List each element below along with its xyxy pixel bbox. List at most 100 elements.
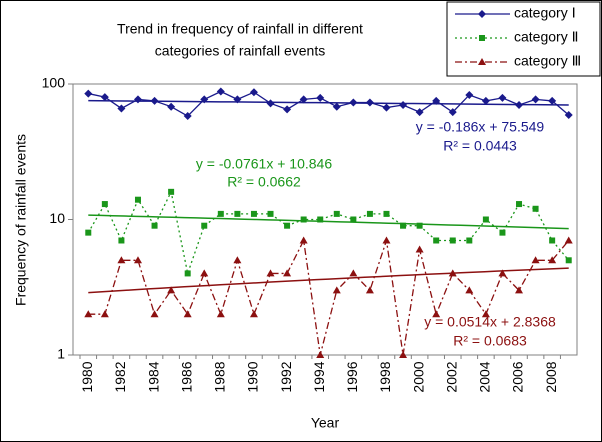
data-point: [316, 351, 325, 358]
data-point: [250, 210, 257, 217]
data-point: [332, 102, 341, 111]
y-tick-label: 1: [57, 346, 65, 362]
data-point: [167, 286, 176, 294]
trendline: [88, 267, 569, 294]
data-point: [482, 216, 489, 223]
data-point: [548, 96, 557, 105]
data-point: [382, 103, 391, 112]
data-point: [383, 210, 390, 217]
data-point: [84, 89, 93, 98]
data-point: [564, 236, 573, 244]
data-point: [531, 95, 540, 104]
data-point: [515, 286, 524, 294]
x-tick-label: 1988: [212, 361, 228, 392]
data-point: [101, 201, 108, 208]
data-point: [168, 188, 175, 195]
data-point: [465, 90, 474, 99]
data-point: [564, 111, 573, 120]
data-point: [415, 245, 424, 253]
data-point: [233, 256, 242, 264]
data-point: [183, 112, 192, 121]
data-point: [283, 105, 292, 114]
data-point: [117, 256, 126, 264]
data-point: [449, 237, 456, 244]
data-point: [478, 58, 486, 65]
data-point: [565, 257, 572, 264]
data-point: [150, 310, 159, 318]
data-point: [448, 269, 457, 277]
data-point: [465, 286, 474, 294]
data-point: [549, 237, 556, 244]
trend-equation: y = 0.0514x + 2.8368: [424, 314, 556, 330]
data-point: [234, 210, 241, 217]
data-point: [548, 256, 557, 264]
series-line: [87, 189, 570, 276]
data-point: [531, 256, 540, 264]
data-point: [499, 229, 506, 236]
data-point: [399, 351, 408, 358]
data-point: [478, 10, 486, 18]
data-point: [100, 93, 109, 102]
data-point: [100, 310, 109, 318]
data-point: [151, 222, 158, 229]
data-point: [150, 96, 159, 105]
data-point: [448, 108, 457, 117]
data-point: [216, 310, 225, 318]
data-point: [266, 99, 275, 108]
data-point: [201, 222, 208, 229]
data-point: [85, 229, 92, 236]
x-tick-label: 1986: [178, 361, 194, 392]
data-point: [299, 95, 308, 104]
data-point: [516, 201, 523, 208]
data-point: [382, 236, 391, 244]
chart-title: categories of rainfall events: [155, 43, 325, 59]
data-point: [366, 210, 373, 217]
legend-label: category Ⅰ: [514, 5, 576, 21]
data-point: [350, 216, 357, 223]
data-point: [283, 269, 292, 277]
data-point: [183, 310, 192, 318]
data-point: [479, 35, 485, 41]
series-line: [88, 238, 570, 356]
data-point: [134, 196, 141, 203]
x-tick-label: 1998: [377, 361, 393, 392]
x-tick-label: 1994: [311, 361, 327, 392]
data-point: [349, 269, 358, 277]
legend-label: category Ⅲ: [514, 53, 581, 69]
data-point: [481, 310, 490, 318]
trend-r-squared: R² = 0.0662: [227, 174, 301, 190]
data-point: [349, 98, 358, 107]
data-point: [299, 236, 308, 244]
data-point: [249, 88, 258, 97]
x-axis-label: Year: [311, 415, 340, 431]
y-tick-label: 10: [49, 210, 65, 226]
x-tick-label: 1984: [145, 361, 161, 392]
data-point: [133, 95, 142, 104]
x-tick-label: 2004: [477, 361, 493, 392]
x-tick-label: 2008: [543, 361, 559, 392]
data-point: [433, 237, 440, 244]
data-point: [432, 96, 441, 105]
data-point: [200, 269, 209, 277]
data-point: [415, 108, 424, 117]
x-tick-label: 1980: [79, 361, 95, 392]
data-point: [266, 269, 275, 277]
data-point: [498, 93, 507, 102]
y-tick-label: 100: [42, 75, 66, 91]
x-tick-label: 2006: [510, 361, 526, 392]
data-point: [498, 269, 507, 277]
data-point: [84, 310, 93, 318]
x-tick-label: 1992: [278, 361, 294, 392]
data-point: [267, 210, 274, 217]
data-point: [481, 96, 490, 105]
data-point: [365, 98, 374, 107]
data-point: [117, 104, 126, 113]
data-point: [400, 222, 407, 229]
chart-title: Trend in frequency of rainfall in differ…: [117, 21, 363, 37]
trend-equation: y = -0.186x + 75.549: [416, 119, 545, 135]
data-point: [200, 95, 209, 104]
data-point: [133, 256, 142, 264]
data-point: [515, 100, 524, 109]
x-tick-label: 2002: [443, 361, 459, 392]
